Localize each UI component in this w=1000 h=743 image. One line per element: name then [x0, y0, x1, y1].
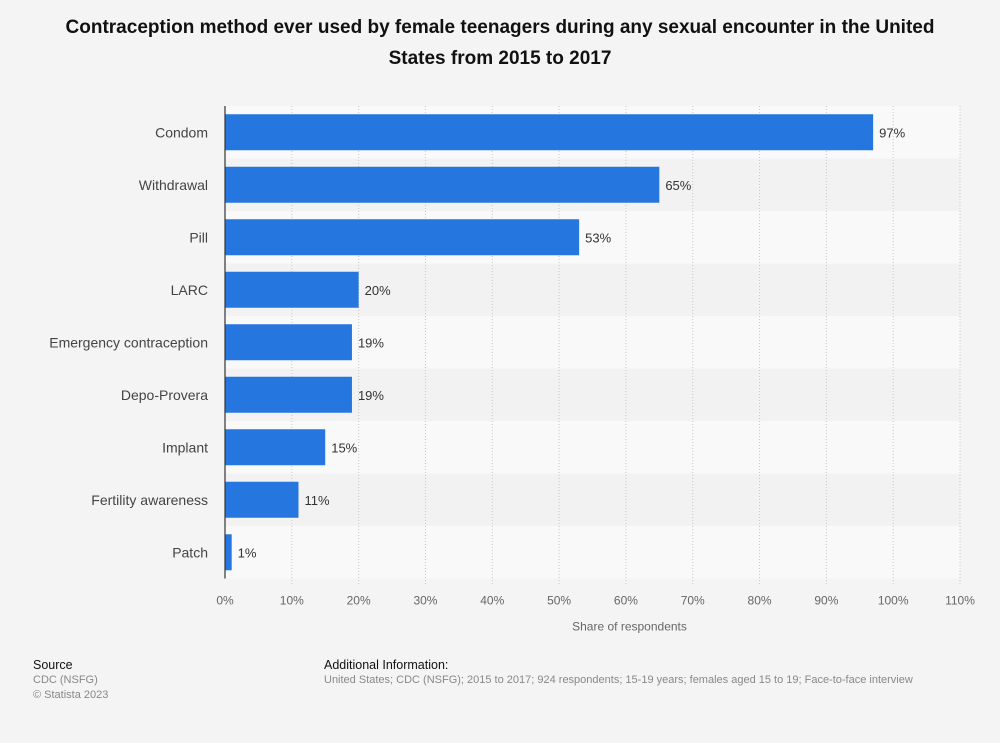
x-tick-label: 90% — [814, 594, 838, 608]
x-tick-label: 50% — [547, 594, 571, 608]
x-tick-label: 10% — [280, 594, 304, 608]
x-tick-label: 60% — [614, 594, 638, 608]
bar-chart: Condom Withdrawal Pill LARC Emergency contra… — [49, 106, 975, 634]
source-block: Source CDC (NSFG) © Statista 2023 — [33, 658, 108, 703]
x-tick-label: 80% — [748, 594, 772, 608]
bar[interactable] — [225, 114, 874, 151]
x-tick-label: 110% — [945, 594, 975, 608]
value-label: 97% — [879, 125, 905, 140]
chart-title: Contraception method ever used by female… — [65, 17, 935, 69]
category-label: Withdrawal — [139, 177, 208, 193]
x-tick-label: 100% — [878, 594, 909, 608]
value-label: 19% — [358, 388, 384, 403]
category-label: Patch — [172, 544, 208, 560]
category-label: Pill — [189, 229, 208, 245]
x-tick-label: 70% — [681, 594, 705, 608]
additional-info-block: Additional Information: United States; C… — [324, 658, 913, 688]
bar[interactable] — [225, 271, 359, 308]
bar[interactable] — [225, 376, 352, 413]
bars — [225, 114, 874, 571]
x-tick-label: 40% — [480, 594, 504, 608]
category-labels: Condom Withdrawal Pill LARC Emergency contra… — [49, 124, 208, 560]
source-heading: Source — [33, 658, 73, 672]
value-label: 53% — [585, 230, 611, 245]
bar[interactable] — [225, 219, 580, 256]
x-axis-title: Share of respondents — [572, 620, 687, 634]
category-label: Emergency contraception — [49, 334, 208, 350]
bar[interactable] — [225, 534, 232, 571]
additional-info-text: United States; CDC (NSFG); 2015 to 2017;… — [324, 674, 913, 686]
source-name[interactable]: CDC (NSFG) — [33, 674, 98, 686]
bar[interactable] — [225, 481, 299, 518]
value-label: 11% — [305, 493, 330, 508]
category-label: LARC — [171, 282, 208, 298]
category-label: Implant — [162, 439, 208, 455]
category-label: Condom — [155, 124, 208, 140]
category-label: Depo-Provera — [121, 387, 208, 403]
value-label: 20% — [365, 283, 391, 298]
x-tick-label: 30% — [413, 594, 437, 608]
x-tick-label: 20% — [347, 594, 371, 608]
row-band — [225, 526, 960, 579]
x-tick-labels: 0% 10% 20% 30% 40% 50% 60% 70% 80% 90% 100% 110% — [216, 594, 975, 608]
value-label: 1% — [238, 545, 257, 560]
value-label: 19% — [358, 335, 384, 350]
value-label: 65% — [665, 178, 691, 193]
category-label: Fertility awareness — [91, 492, 208, 508]
bar[interactable] — [225, 429, 326, 466]
copyright: © Statista 2023 — [33, 689, 109, 701]
bar[interactable] — [225, 166, 660, 203]
value-label: 15% — [331, 440, 357, 455]
row-band — [225, 473, 960, 526]
row-band — [225, 421, 960, 474]
additional-info-heading: Additional Information: — [324, 658, 449, 672]
bar[interactable] — [225, 324, 352, 361]
value-labels: 97% 65% 53% 20% 19% 19% 15% 11% 1% — [238, 125, 906, 560]
x-tick-label: 0% — [216, 594, 234, 608]
